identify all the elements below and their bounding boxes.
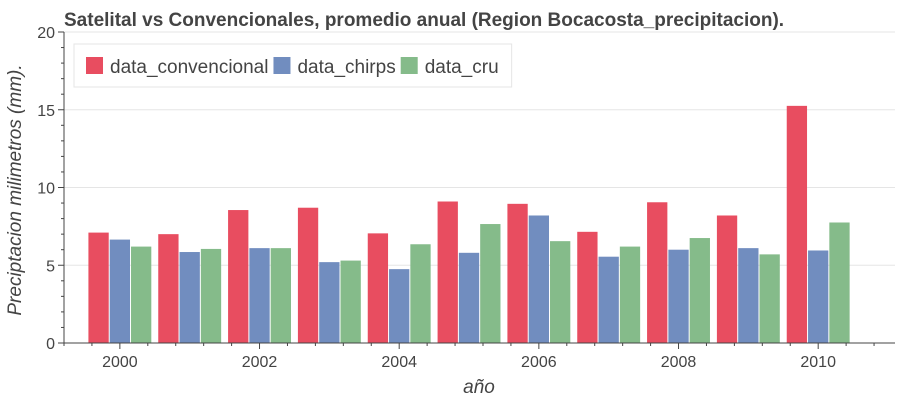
bar-data-chirps-2006 <box>528 215 550 343</box>
bar-data-convencional-2002 <box>228 210 249 343</box>
bar-data-chirps-2005 <box>458 252 480 343</box>
tick-labels: 0 5 10 15 20 2000 2002 2004 2006 2008 2010 <box>37 25 836 371</box>
legend-swatch-data-chirps <box>273 57 291 74</box>
x-tick-label: 2006 <box>521 354 557 371</box>
bar-data-cru-2006 <box>550 241 571 343</box>
bar-data-chirps-2004 <box>389 269 410 343</box>
x-tick-label: 2002 <box>242 354 278 371</box>
bar-data-cru-2007 <box>619 246 641 343</box>
bar-data-cru-2005 <box>480 224 501 343</box>
bar-data-convencional-2005 <box>437 201 458 343</box>
bar-data-chirps-2009 <box>738 248 759 343</box>
legend: data_convencional data_chirps data_cru <box>73 43 513 88</box>
bar-data-convencional-2000 <box>88 232 109 343</box>
x-tick-label: 2010 <box>800 354 836 371</box>
bars <box>88 105 850 343</box>
bar-data-chirps-2000 <box>109 239 131 343</box>
bar-data-convencional-2003 <box>297 207 319 343</box>
x-tick-label: 2004 <box>381 354 417 371</box>
bar-data-cru-2000 <box>131 246 152 343</box>
bar-data-chirps-2002 <box>249 248 270 343</box>
bar-data-convencional-2004 <box>367 233 389 343</box>
bar-data-convencional-2010 <box>786 105 808 343</box>
bar-data-cru-2009 <box>759 254 780 343</box>
legend-box <box>73 43 513 88</box>
bar-data-cru-2008 <box>689 238 710 343</box>
bar-data-chirps-2001 <box>179 252 200 343</box>
bar-data-cru-2002 <box>270 248 291 343</box>
bar-data-chirps-2003 <box>319 262 340 343</box>
bar-data-chirps-2007 <box>598 256 619 343</box>
x-tick-label: 2008 <box>661 354 697 371</box>
y-tick-label: 20 <box>37 25 55 42</box>
bar-data-cru-2003 <box>340 260 361 343</box>
y-axis-label: Preciptacion milimetros (mm). <box>5 64 26 315</box>
legend-swatch-data-convencional <box>86 57 103 74</box>
x-tick-label: 2000 <box>102 354 138 371</box>
axes <box>58 31 895 349</box>
y-tick-label: 15 <box>37 103 55 120</box>
bar-data-cru-2010 <box>829 222 850 343</box>
chart-title: Satelital vs Convencionales, promedio an… <box>64 10 784 31</box>
bar-data-cru-2004 <box>410 244 431 343</box>
bar-data-chirps-2008 <box>668 249 689 343</box>
bar-data-convencional-2008 <box>647 202 668 343</box>
y-tick-label: 0 <box>46 336 55 353</box>
legend-label-data-cru: data_cru <box>425 57 499 78</box>
bar-data-convencional-2001 <box>158 234 179 343</box>
legend-swatch-data-cru <box>400 57 418 74</box>
legend-label-data-chirps: data_chirps <box>297 57 395 78</box>
bar-data-convencional-2006 <box>507 203 528 343</box>
y-tick-label: 10 <box>37 181 55 198</box>
legend-label-data-convencional: data_convencional <box>110 57 268 78</box>
bar-data-chirps-2010 <box>808 250 829 343</box>
y-tick-label: 5 <box>46 258 55 275</box>
bar-data-convencional-2007 <box>577 231 598 343</box>
bar-data-convencional-2009 <box>716 215 738 343</box>
x-axis-label: año <box>463 377 495 398</box>
bar-data-cru-2001 <box>200 248 222 343</box>
